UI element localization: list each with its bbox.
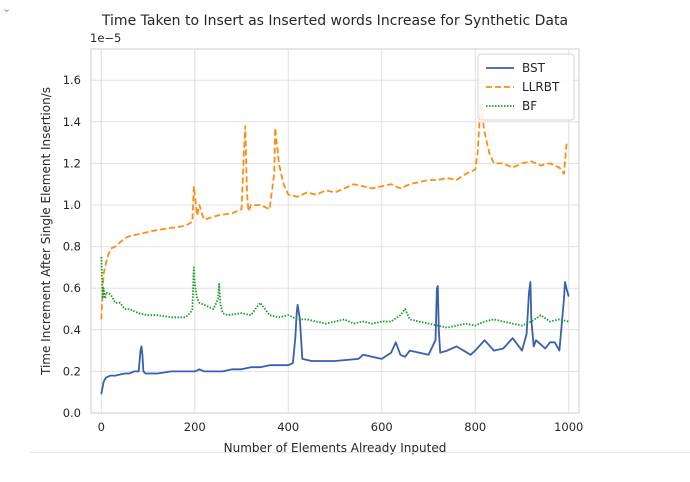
x-tick-label: 400 bbox=[277, 420, 299, 434]
y-tick-label: 1.2 bbox=[63, 156, 81, 170]
y-axis-label: Time Increment After Single Element Inse… bbox=[39, 87, 53, 376]
x-tick-label: 1000 bbox=[554, 420, 583, 434]
x-tick-label: 600 bbox=[371, 420, 393, 434]
series-line-bst bbox=[100, 281, 570, 395]
legend-box bbox=[477, 53, 575, 121]
plot-frame bbox=[90, 48, 580, 414]
legend-label-bf: BF bbox=[522, 99, 537, 113]
legend-label-bst: BST bbox=[522, 61, 546, 75]
x-tick-label: 200 bbox=[184, 420, 206, 434]
chevron-down-icon[interactable]: ⌄ bbox=[2, 2, 12, 15]
legend: BST LLRBT BF bbox=[477, 53, 575, 121]
y-tick-label: 0.8 bbox=[63, 240, 81, 254]
legend-label-llrbt: LLRBT bbox=[522, 80, 560, 94]
chart-title: Time Taken to Insert as Inserted words I… bbox=[101, 13, 568, 29]
y-axis-ticks: 0.0 0.2 0.4 0.6 0.8 1.0 1.2 1.4 1.6 bbox=[63, 73, 81, 420]
y-tick-label: 0.0 bbox=[63, 406, 81, 420]
x-tick-label: 800 bbox=[464, 420, 486, 434]
x-axis-label: Number of Elements Already Inputed bbox=[224, 441, 447, 455]
y-tick-label: 0.4 bbox=[63, 323, 81, 337]
series-layer bbox=[100, 102, 570, 395]
y-offset-label: 1e−5 bbox=[90, 31, 121, 45]
x-tick-label: 0 bbox=[98, 420, 105, 434]
y-tick-label: 1.4 bbox=[63, 115, 81, 129]
series-line-llrbt bbox=[100, 102, 569, 320]
series-line-bf bbox=[100, 256, 569, 329]
cell-divider bbox=[30, 452, 690, 453]
x-axis-ticks: 0 200 400 600 800 1000 bbox=[98, 420, 584, 434]
y-tick-label: 0.6 bbox=[63, 281, 81, 295]
y-tick-label: 1.6 bbox=[63, 73, 81, 87]
y-tick-label: 0.2 bbox=[63, 364, 81, 378]
y-tick-label: 1.0 bbox=[63, 198, 81, 212]
